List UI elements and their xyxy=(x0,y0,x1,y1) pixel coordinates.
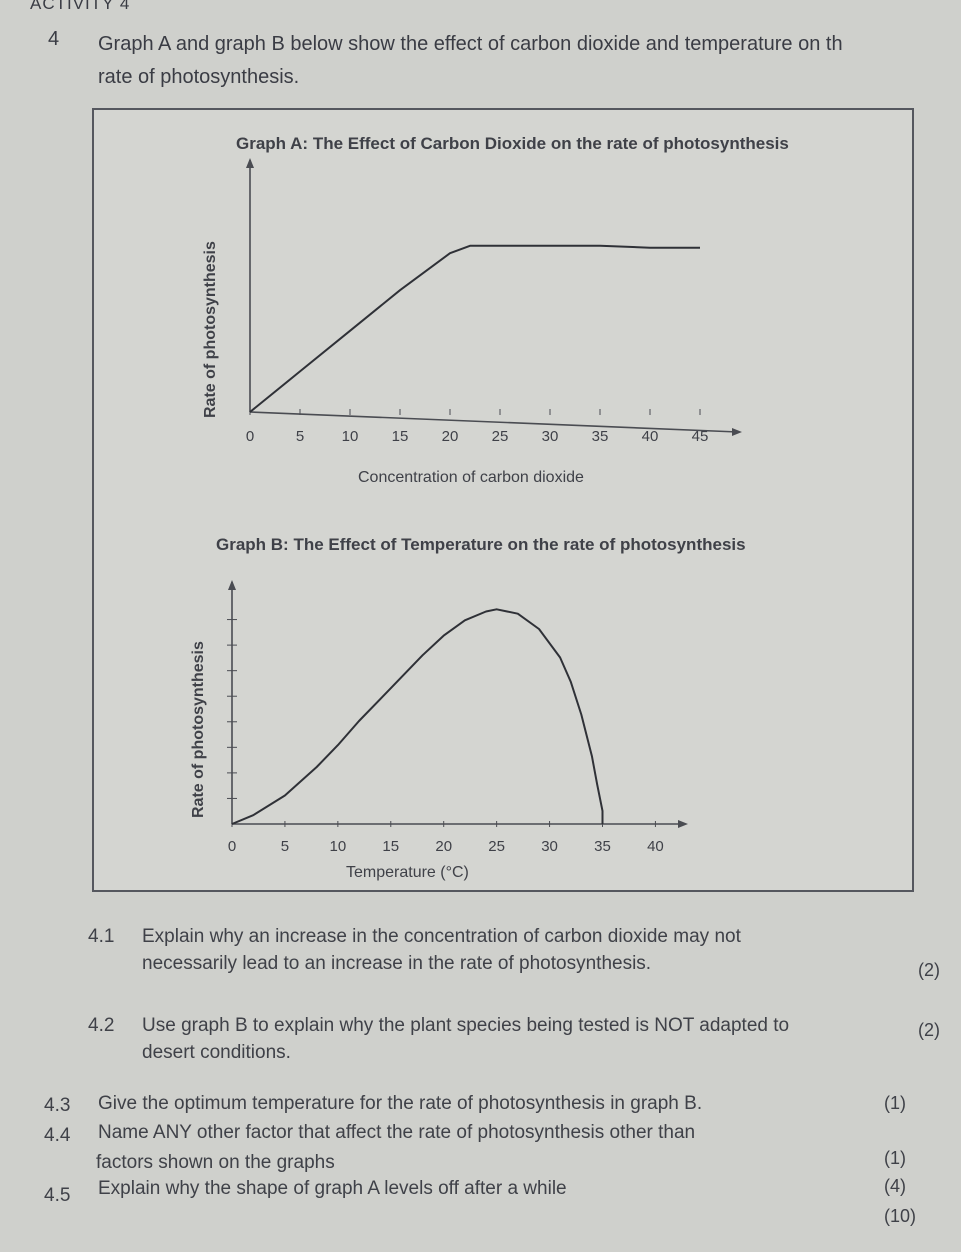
graph-b-title: Graph B: The Effect of Temperature on th… xyxy=(216,535,746,554)
graph-b-x-tick-label: 35 xyxy=(594,838,611,855)
graph-b-x-axis-arrow xyxy=(678,820,688,828)
graph-a-x-tick-label: 25 xyxy=(491,428,509,445)
intro-line-2: rate of photosynthesis. xyxy=(98,66,300,88)
q4-line-1: Name ANY other factor that affect the ra… xyxy=(98,1122,696,1143)
graph-b-x-tick-label: 15 xyxy=(382,838,400,855)
graph-a-x-axis-arrow xyxy=(732,428,742,436)
q5-line-1: Explain why the shape of graph A levels … xyxy=(98,1178,567,1199)
q1-line-1: Explain why an increase in the concentra… xyxy=(142,926,741,947)
q2-line-2: desert conditions. xyxy=(142,1042,291,1063)
graph-b-x-tick-label: 5 xyxy=(280,838,290,855)
graph-a-x-tick-label: 0 xyxy=(245,428,255,445)
graph-a-title: Graph A: The Effect of Carbon Dioxide on… xyxy=(236,134,789,153)
graph-a-xlabel: Concentration of carbon dioxide xyxy=(358,469,584,486)
q4-line-2: factors shown on the graphs xyxy=(96,1152,335,1173)
graph-a-x-tick-label: 40 xyxy=(641,428,659,445)
intro-line-1: Graph A and graph B below show the effec… xyxy=(98,33,843,55)
q2-number: 4.2 xyxy=(88,1015,115,1036)
graph-a-x-tick-label: 30 xyxy=(541,428,559,445)
question-intro: Graph A and graph B below show the effec… xyxy=(98,28,958,94)
q4-marks: (1) xyxy=(884,1148,906,1168)
graph-a-x-tick-label: 45 xyxy=(691,428,709,445)
q3-line-1: Give the optimum temperature for the rat… xyxy=(98,1093,703,1114)
graph-a-x-tick-label: 5 xyxy=(295,428,305,445)
graph-a-y-axis-arrow xyxy=(246,158,254,168)
graph-a-x-tick-label: 10 xyxy=(341,428,359,445)
q1-number: 4.1 xyxy=(88,926,115,947)
graph-b-x-tick-label: 10 xyxy=(329,838,347,855)
activity-heading: ACTIVITY 4 xyxy=(30,0,131,13)
graph-b-x-tick-label: 20 xyxy=(435,838,453,855)
graph-a-x-tick-label: 20 xyxy=(441,428,459,445)
graph-a-x-tick-label: 15 xyxy=(391,428,409,445)
graph-a-series-line xyxy=(249,244,700,413)
graph-b-x-tick-label: 40 xyxy=(647,838,664,855)
graph-b-x-tick-label: 25 xyxy=(488,838,505,855)
graph-a-x-axis xyxy=(249,411,739,433)
graphs-figure xyxy=(92,108,914,892)
graph-b-x-tick-label: 30 xyxy=(541,838,558,855)
q5-marks: (4) xyxy=(884,1176,906,1196)
graph-b-xlabel: Temperature (°C) xyxy=(346,864,469,881)
graph-b-series-line xyxy=(231,608,604,825)
graph-b-y-axis-arrow xyxy=(228,580,236,590)
question-number: 4 xyxy=(48,28,60,50)
q3-marks: (1) xyxy=(884,1093,906,1113)
q3-number: 4.3 xyxy=(44,1095,71,1116)
q5-number: 4.5 xyxy=(44,1185,71,1206)
q2-line-1: Use graph B to explain why the plant spe… xyxy=(142,1015,790,1036)
q2-marks: (2) xyxy=(918,1020,940,1040)
q1-marks: (2) xyxy=(918,960,940,980)
total-marks: (10) xyxy=(884,1206,917,1226)
graph-b-x-tick-label: 0 xyxy=(227,838,237,855)
q1-line-2: necessarily lead to an increase in the r… xyxy=(142,953,652,974)
graph-a-x-tick-label: 35 xyxy=(591,428,609,445)
q4-number: 4.4 xyxy=(44,1125,71,1146)
